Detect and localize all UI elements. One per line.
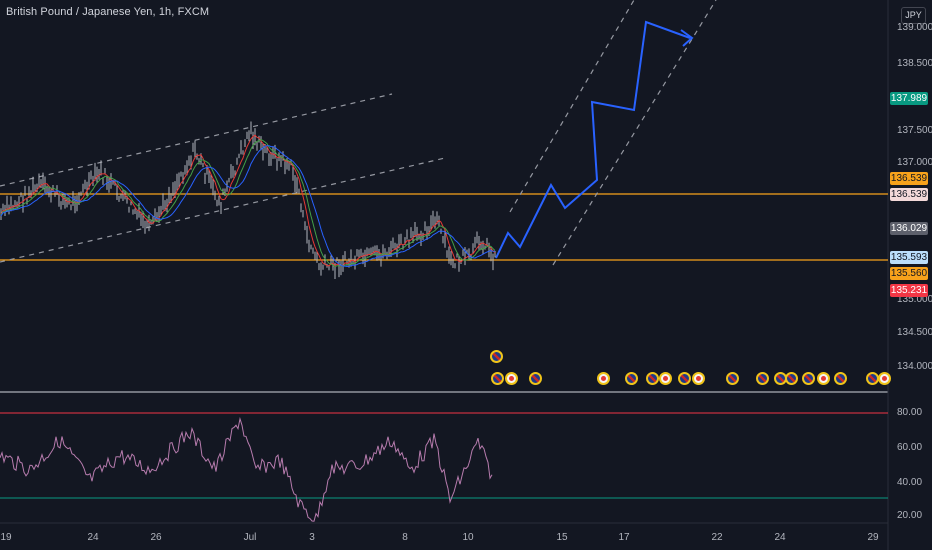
event-marker-icon[interactable] bbox=[597, 372, 610, 385]
time-axis-label: 3 bbox=[309, 532, 315, 543]
projection-channel-lower bbox=[552, 0, 717, 266]
level-badge: 136.539 bbox=[890, 172, 928, 185]
ma-badge: 135.593 bbox=[890, 251, 928, 264]
time-axis-label: 8 bbox=[402, 532, 408, 543]
event-marker-icon[interactable] bbox=[491, 372, 504, 385]
ma-red-line bbox=[0, 134, 496, 267]
event-marker-icon[interactable] bbox=[834, 372, 847, 385]
rsi-axis-label: 40.00 bbox=[897, 477, 923, 488]
channel-lower bbox=[0, 157, 446, 263]
last-price-badge: 137.989 bbox=[890, 92, 928, 105]
time-axis-label: 26 bbox=[150, 532, 162, 543]
current-price-badge: 136.029 bbox=[890, 222, 928, 235]
price-axis-label: 135.000 bbox=[897, 294, 932, 305]
projection-arrowhead bbox=[680, 29, 694, 47]
time-axis-label: 24 bbox=[87, 532, 99, 543]
event-marker-icon[interactable] bbox=[878, 372, 891, 385]
event-marker-icon[interactable] bbox=[678, 372, 691, 385]
time-axis-label: 24 bbox=[774, 532, 786, 543]
rsi-axis-label: 60.00 bbox=[897, 442, 923, 453]
price-axis-label: 137.000 bbox=[897, 157, 932, 168]
price-axis-label: 139.000 bbox=[897, 22, 932, 33]
projection-path bbox=[495, 20, 691, 259]
time-axis-label: Jul bbox=[243, 532, 257, 543]
ma-blue-line bbox=[0, 145, 496, 268]
price-axis-label: 134.000 bbox=[897, 361, 932, 372]
event-marker-icon[interactable] bbox=[490, 350, 503, 363]
level-badge: 135.560 bbox=[890, 267, 928, 280]
time-axis-label: 29 bbox=[867, 532, 879, 543]
event-marker-icon[interactable] bbox=[505, 372, 518, 385]
event-marker-icon[interactable] bbox=[817, 372, 830, 385]
rsi-line bbox=[0, 416, 493, 522]
level-badge: 136.539 bbox=[890, 188, 928, 201]
rsi-axis-label: 80.00 bbox=[897, 407, 923, 418]
price-axis-label: 138.500 bbox=[897, 58, 932, 69]
event-marker-icon[interactable] bbox=[692, 372, 705, 385]
event-marker-icon[interactable] bbox=[802, 372, 815, 385]
event-marker-icon[interactable] bbox=[625, 372, 638, 385]
rsi-axis-label: 20.00 bbox=[897, 510, 923, 521]
event-marker-icon[interactable] bbox=[756, 372, 769, 385]
projection-channel-upper bbox=[509, 0, 635, 213]
low-badge: 135.231 bbox=[890, 284, 928, 297]
event-marker-icon[interactable] bbox=[726, 372, 739, 385]
event-marker-icon[interactable] bbox=[659, 372, 672, 385]
time-axis-label: 17 bbox=[618, 532, 630, 543]
time-axis-label: 22 bbox=[711, 532, 723, 543]
channel-upper bbox=[0, 93, 393, 187]
price-axis-label: 137.500 bbox=[897, 125, 932, 136]
chart-title: British Pound / Japanese Yen, 1h, FXCM bbox=[6, 6, 210, 18]
event-marker-icon[interactable] bbox=[785, 372, 798, 385]
event-marker-icon[interactable] bbox=[646, 372, 659, 385]
ma-green-line bbox=[0, 139, 496, 268]
price-axis-label: 134.500 bbox=[897, 327, 932, 338]
time-axis-label: 15 bbox=[556, 532, 568, 543]
event-marker-icon[interactable] bbox=[529, 372, 542, 385]
time-axis-label: 19 bbox=[0, 532, 12, 543]
time-axis-label: 10 bbox=[462, 532, 474, 543]
currency-selector[interactable]: JPY bbox=[901, 7, 926, 24]
